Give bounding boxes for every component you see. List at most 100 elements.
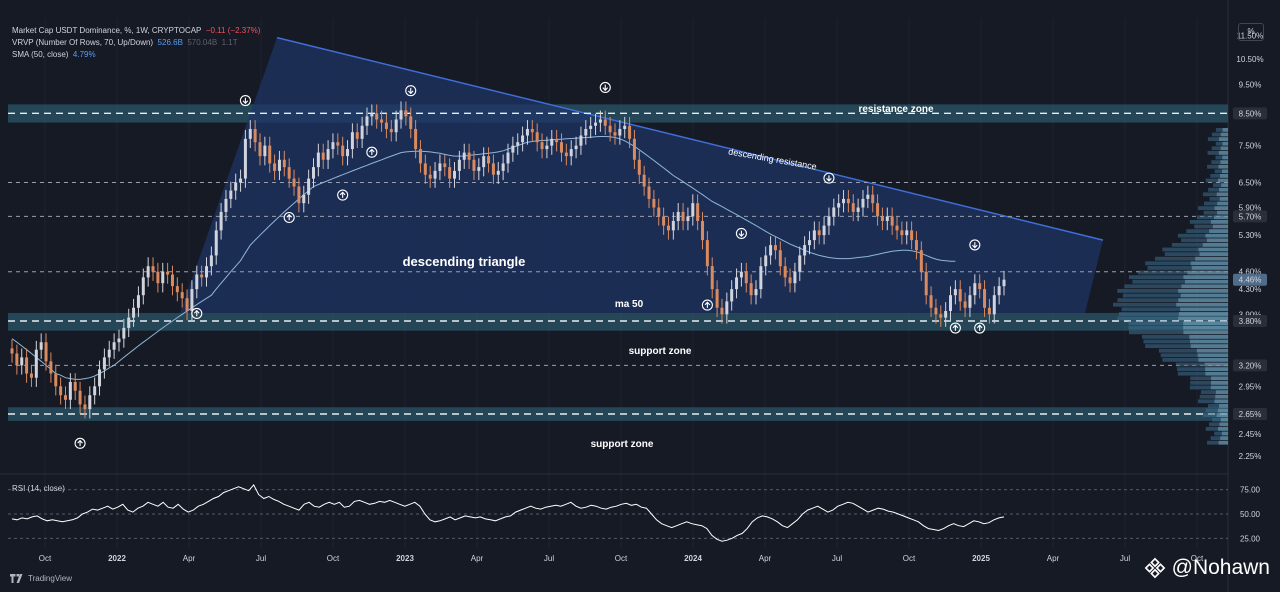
- candle-body: [978, 283, 982, 290]
- volume-bar-up: [1214, 206, 1228, 210]
- volume-bar-up: [1187, 270, 1228, 275]
- diamond-logo-icon: [1144, 557, 1165, 579]
- arrow-down-icon: [735, 227, 747, 239]
- arrow-down-icon: [969, 239, 981, 251]
- candle-body: [25, 357, 29, 374]
- candle-body: [793, 271, 797, 284]
- candle-body: [730, 289, 734, 302]
- price-tag: [1233, 210, 1267, 223]
- candle-body: [613, 132, 617, 136]
- arrow-circle: [974, 322, 986, 334]
- arrow-circle: [949, 322, 961, 334]
- candle-body: [652, 198, 656, 208]
- candle-body: [749, 283, 753, 296]
- candle-body: [239, 178, 243, 183]
- time-tick-label: Oct: [615, 554, 628, 563]
- candle-body: [229, 190, 233, 199]
- volume-bar-up: [1199, 252, 1228, 256]
- volume-bar: [1212, 183, 1228, 187]
- volume-bar-up: [1214, 399, 1228, 404]
- volume-bar: [1117, 289, 1228, 293]
- volume-bar: [1214, 431, 1228, 436]
- volume-bar: [1208, 187, 1228, 192]
- volume-bar-up: [1183, 275, 1228, 279]
- candle-body: [939, 314, 943, 318]
- candle-body: [487, 156, 491, 164]
- volume-bar: [1122, 293, 1228, 298]
- candle-body: [696, 203, 700, 221]
- zone-band: [8, 312, 1228, 331]
- volume-bar: [1211, 132, 1228, 137]
- vrvp-val-2: 570.04B: [187, 38, 218, 47]
- price-tick-label: 4.60%: [1239, 268, 1262, 277]
- volume-bar-up: [1217, 178, 1228, 183]
- volume-bar: [1205, 178, 1228, 183]
- candle-body: [637, 159, 641, 175]
- volume-bar-up: [1183, 321, 1228, 325]
- volume-bar-up: [1214, 215, 1228, 220]
- volume-bar: [1164, 252, 1228, 256]
- candle-body: [98, 369, 102, 387]
- time-tick-label: 2025: [972, 554, 990, 563]
- candle-body: [511, 145, 515, 153]
- volume-bar: [1209, 197, 1228, 201]
- candle-body: [929, 295, 933, 308]
- candle-body: [589, 125, 593, 129]
- candle-body: [574, 145, 578, 150]
- candle-body: [457, 159, 461, 171]
- rsi-title: RSI (14, close): [12, 484, 65, 493]
- volume-bar-up: [1218, 137, 1228, 141]
- vrvp-title: VRVP (Number Of Rows, 70, Up/Down): [12, 38, 154, 47]
- volume-bar-up: [1218, 440, 1228, 445]
- volume-bar-up: [1210, 220, 1228, 224]
- candle-body: [10, 348, 14, 354]
- candle-body: [798, 255, 802, 272]
- candle-body: [876, 203, 880, 217]
- candle-body: [453, 170, 457, 179]
- arrow-glyph: [193, 309, 200, 317]
- candle-body: [759, 266, 763, 290]
- volume-bar: [1181, 238, 1228, 243]
- candle-body: [506, 152, 510, 164]
- volume-bar: [1215, 128, 1228, 132]
- price-tag: [1233, 273, 1267, 286]
- volume-bar: [1202, 413, 1228, 417]
- candle-body: [34, 349, 38, 378]
- volume-bar: [1190, 376, 1228, 381]
- volume-bar-up: [1191, 266, 1228, 270]
- volume-bar: [1162, 358, 1228, 362]
- volume-bar-up: [1216, 192, 1228, 197]
- arrow-down-icon: [823, 172, 835, 184]
- volume-bar-up: [1178, 298, 1228, 302]
- price-tick-label: 3.80%: [1239, 317, 1262, 326]
- arrow-circle: [337, 189, 349, 201]
- volume-bar: [1212, 417, 1228, 422]
- time-tick-label: Oct: [39, 554, 52, 563]
- candle-body: [423, 163, 427, 175]
- candle-body: [521, 135, 525, 143]
- arrow-glyph: [976, 324, 983, 331]
- price-tick-label: 2.25%: [1239, 452, 1262, 461]
- price-tick-label: 10.50%: [1236, 55, 1263, 64]
- candle-body: [496, 170, 500, 175]
- candle-body: [769, 245, 773, 256]
- volume-bar-up: [1222, 128, 1228, 132]
- candle-body: [248, 128, 252, 139]
- volume-bar-up: [1212, 224, 1228, 229]
- percent-scale-button[interactable]: %: [1238, 23, 1264, 41]
- volume-bar-up: [1189, 335, 1228, 339]
- candle-body: [545, 145, 549, 150]
- candle-body: [973, 283, 977, 296]
- volume-bar-up: [1215, 390, 1228, 394]
- candle-body: [365, 116, 369, 126]
- candle-body: [88, 395, 92, 410]
- volume-bar-up: [1178, 312, 1228, 316]
- arrow-glyph: [602, 84, 609, 92]
- rsi-line: [11, 484, 1005, 542]
- candle-body: [462, 152, 466, 160]
- time-tick-label: Jul: [256, 554, 266, 563]
- candle-body: [200, 274, 204, 278]
- arrow-up-icon: [283, 211, 295, 224]
- candle-body: [569, 149, 573, 157]
